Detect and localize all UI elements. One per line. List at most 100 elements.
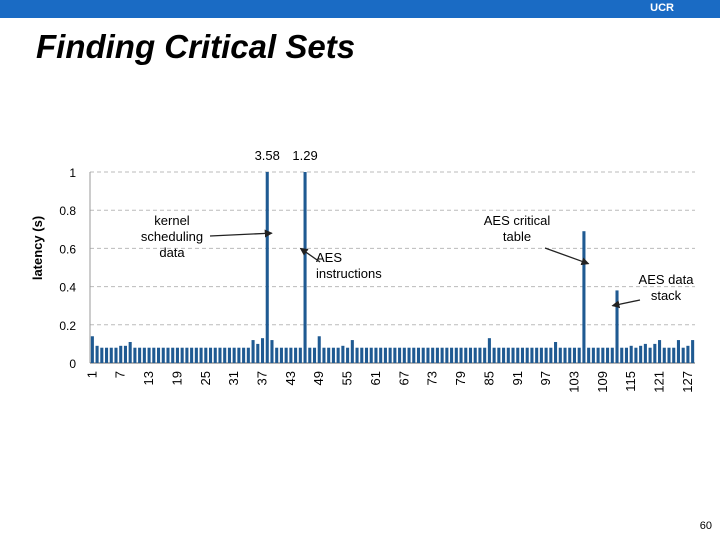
bar [606, 347, 610, 363]
bar [667, 347, 671, 363]
bar [653, 343, 657, 363]
bar [180, 347, 184, 363]
bar [152, 347, 156, 363]
bars [90, 172, 695, 363]
bar [105, 347, 109, 363]
x-tick-label: 91 [510, 371, 525, 385]
bar [421, 347, 425, 363]
bar [374, 347, 378, 363]
bar-top-labels: 3.58 1.29 [255, 148, 318, 163]
annotation-text: instructions [316, 266, 382, 281]
bar [360, 347, 364, 363]
bar [213, 347, 217, 363]
bar [676, 340, 680, 363]
bar [279, 347, 283, 363]
x-tick-labels: 1 7 13 19 25 31 37 43 49 55 61 67 73 79 85 91 97 103 109 11… [84, 371, 695, 393]
bar [294, 347, 298, 363]
bar [208, 347, 213, 363]
bar [416, 347, 421, 363]
bar [260, 338, 265, 363]
bar [161, 347, 165, 363]
bar [227, 347, 231, 363]
bar [246, 347, 250, 363]
annotation-arrow [299, 247, 321, 263]
bar [558, 347, 562, 363]
bar [587, 347, 591, 363]
bar [114, 347, 118, 363]
y-tick-label: 0.2 [59, 319, 76, 333]
bar [284, 347, 288, 363]
bar [459, 347, 463, 363]
x-tick-label: 61 [368, 371, 383, 385]
bar [681, 347, 685, 363]
bar [204, 347, 208, 363]
bar [450, 347, 454, 363]
bar [487, 338, 491, 363]
bar [634, 347, 638, 363]
bar [123, 345, 127, 363]
x-tick-label: 97 [538, 371, 553, 385]
bar [109, 347, 113, 363]
bar [364, 347, 369, 363]
bar [331, 347, 335, 363]
bar [138, 347, 142, 363]
annotation-text: table [503, 229, 531, 244]
x-tick-label: 55 [340, 371, 355, 385]
bar [407, 347, 411, 363]
bar [388, 347, 392, 363]
bar [445, 347, 449, 363]
bar [369, 347, 373, 363]
bar [473, 347, 477, 363]
bar [242, 347, 246, 363]
y-tick-label: 0.4 [59, 281, 76, 295]
x-tick-label: 103 [566, 371, 581, 393]
bar [511, 347, 515, 363]
bar-top-label: 3.58 [255, 148, 280, 163]
bar [506, 347, 510, 363]
x-tick-label: 19 [169, 371, 184, 385]
bar [194, 347, 198, 363]
bar [303, 172, 307, 363]
bar [327, 347, 331, 363]
bar [435, 347, 439, 363]
bar [596, 347, 600, 363]
annotation-arrow [544, 247, 590, 266]
bar [516, 347, 520, 363]
bar [398, 347, 402, 363]
bar [535, 347, 539, 363]
bar [610, 347, 614, 363]
x-tick-label: 67 [396, 371, 411, 385]
bar-top-label: 1.29 [292, 148, 317, 163]
bar [308, 347, 312, 363]
bar [643, 343, 647, 363]
bar [341, 345, 345, 363]
bar [440, 347, 444, 363]
bar [431, 347, 435, 363]
bar [251, 340, 255, 363]
bar [355, 347, 359, 363]
bar [454, 347, 458, 363]
bar [615, 290, 619, 363]
y-tick-label: 0.8 [59, 204, 76, 218]
bar [128, 341, 132, 363]
bar [166, 347, 170, 363]
header-bar: UCR [0, 0, 720, 18]
bar [147, 347, 151, 363]
gridlines [90, 171, 695, 326]
x-tick-label: 25 [198, 371, 213, 385]
bar [691, 340, 695, 363]
bar [237, 347, 241, 363]
bar [289, 347, 293, 363]
bar [312, 347, 317, 363]
x-tick-label: 37 [255, 371, 270, 385]
bar [232, 347, 236, 363]
bar [256, 343, 260, 363]
annotation-text: AES [316, 250, 342, 265]
x-tick-label: 43 [283, 371, 298, 385]
bar [322, 347, 326, 363]
bar [554, 341, 558, 363]
x-tick-label: 85 [481, 371, 496, 385]
bar [317, 336, 321, 363]
